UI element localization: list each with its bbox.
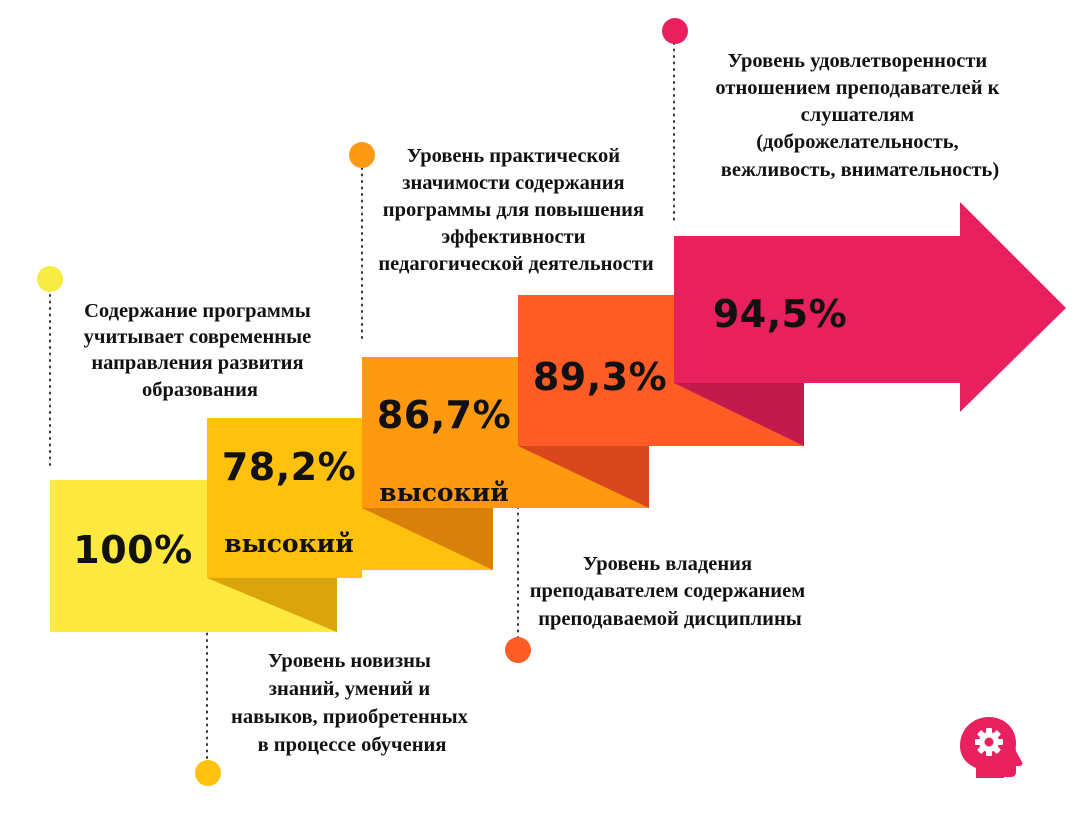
step-4-value: 89,3% [533,355,667,399]
step-3-value: 86,7% [377,393,511,437]
step-5-arrow [674,202,1066,412]
caption-3: Уровень практической значимости содержан… [378,145,653,275]
step-2-value: 78,2% [222,445,356,489]
step-4-fold [518,446,649,508]
caption-5-line-2: отношением преподавателей к [715,77,999,99]
caption-1-line-4: образования [142,379,258,401]
caption-3-line-4: эффективности [441,226,585,248]
caption-4-line-3: преподаваемой дисциплины [538,608,802,630]
step-3-block [362,357,518,508]
head-gear-icon [960,717,1023,778]
caption-5-line-5: вежливость, внимательность) [721,159,999,181]
step-5-fold [674,383,804,446]
caption-2-line-1: Уровень новизны [268,650,431,672]
caption-4-line-2: преподавателем содержанием [530,580,806,602]
caption-3-line-2: значимости содержания [402,172,624,194]
caption-1-line-3: направления развития [91,352,303,374]
caption-2: Уровень новизны знаний, умений и навыков… [231,650,473,756]
caption-4: Уровень владения преподавателем содержан… [530,553,811,630]
step-3-fold [362,508,493,570]
step-4-block [518,295,674,446]
caption-4-dot [505,637,531,663]
caption-5-line-3: слушателям [801,104,915,126]
caption-1-dot [37,266,63,292]
caption-5-dot [662,18,688,44]
step-2-block [207,418,362,578]
caption-5: Уровень удовлетворенности отношением пре… [715,50,1004,181]
step-5-value: 94,5% [713,292,847,336]
caption-2-dot [195,760,221,786]
caption-5-line-1: Уровень удовлетворенности [728,50,988,72]
caption-3-line-1: Уровень практической [407,145,620,167]
caption-2-line-3: навыков, приобретенных [231,706,469,728]
step-2-level: высокий [224,529,353,558]
step-3-level: высокий [379,478,508,507]
caption-5-line-4: (доброжелательность, [756,131,958,153]
caption-1-line-1: Содержание программы [84,300,311,322]
caption-2-line-2: знаний, умений и [269,678,431,700]
step-2-fold [207,578,337,632]
caption-1-line-2: учитывает современные [84,326,312,348]
caption-3-dot [349,142,375,168]
step-1-value: 100% [73,528,192,572]
caption-1: Содержание программы учитывает современн… [84,300,317,401]
caption-3-line-3: программы для повышения [383,199,644,221]
caption-4-line-1: Уровень владения [583,553,752,575]
step-1-block [50,480,207,632]
caption-3-line-5: педагогической деятельности [378,253,653,275]
caption-2-line-4: в процессе обучения [258,734,447,756]
